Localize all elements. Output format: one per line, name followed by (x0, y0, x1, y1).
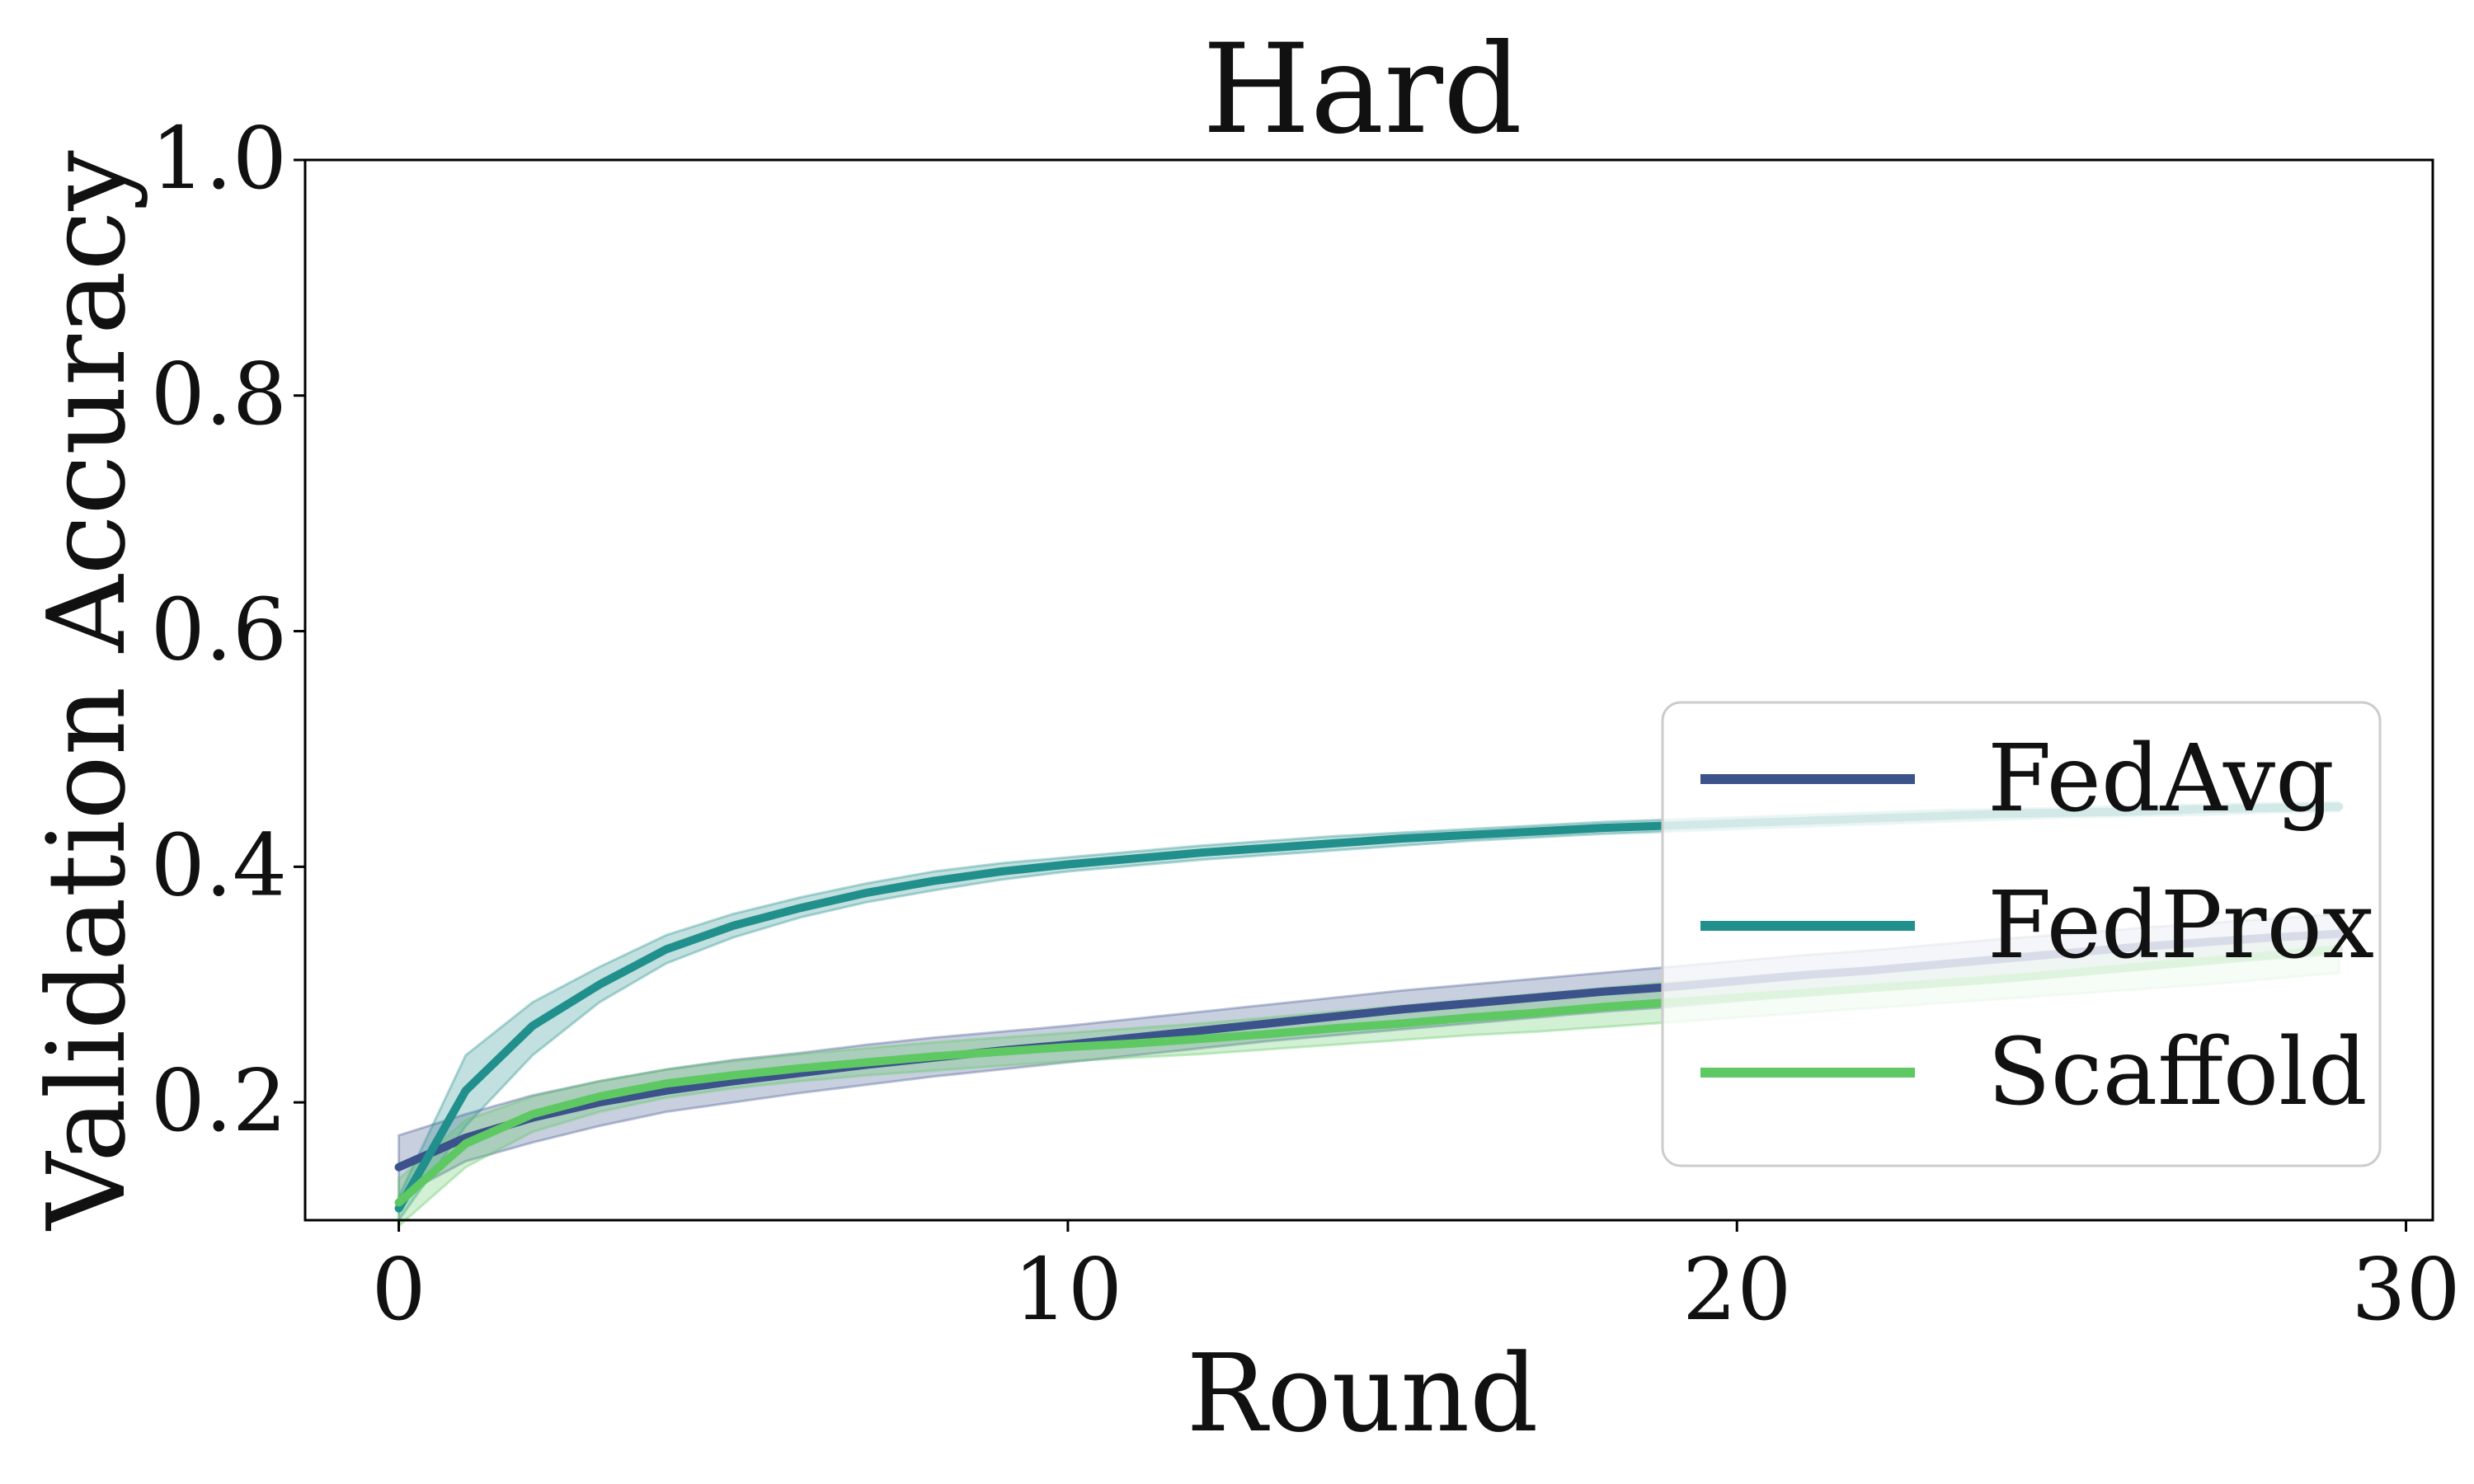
legend-label-fedavg: FedAvg (1987, 726, 2335, 833)
y-tick-label: 1.0 (151, 108, 287, 209)
x-axis-label: Round (1187, 1331, 1539, 1456)
plot-frame (303, 158, 2434, 1222)
x-axis-ticks: 0 10 20 30 (371, 1220, 2461, 1340)
legend-box (1661, 701, 2382, 1167)
y-tick-label: 0.2 (151, 1050, 287, 1151)
y-axis-ticks: 0.2 0.4 0.6 0.8 1.0 (151, 108, 305, 1151)
x-tick-label: 30 (2351, 1239, 2460, 1340)
legend-label-scaffold: Scaffold (1987, 1019, 2368, 1126)
y-tick-label: 0.6 (151, 580, 287, 680)
legend-label-fedprox: FedProx (1987, 872, 2374, 979)
x-tick-label: 20 (1682, 1239, 1791, 1340)
legend-items: FedAvg FedProx Scaffold (1700, 726, 2374, 1126)
legend: FedAvg FedProx Scaffold (1661, 701, 2382, 1167)
y-tick-label: 0.8 (151, 344, 287, 444)
y-axis-label: Validation Accuracy (24, 150, 149, 1232)
y-tick-label: 0.4 (151, 815, 287, 915)
x-tick-label: 0 (371, 1239, 426, 1340)
x-tick-label: 10 (1014, 1239, 1122, 1340)
chart-title: Hard (1202, 18, 1522, 162)
